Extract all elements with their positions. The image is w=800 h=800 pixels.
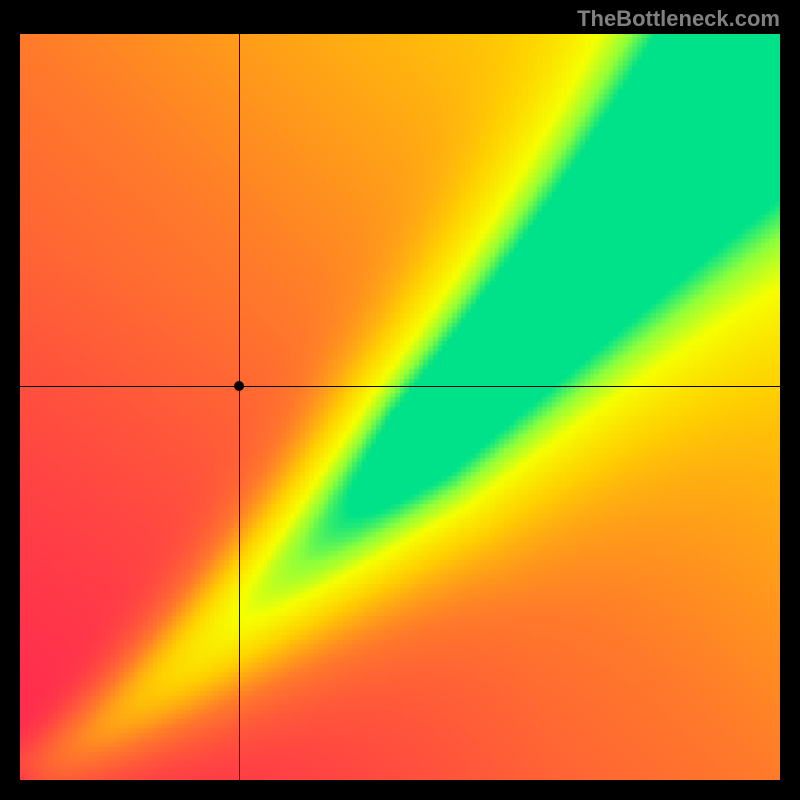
chart-container: TheBottleneck.com xyxy=(0,0,800,800)
marker-dot xyxy=(234,381,244,391)
heatmap-canvas xyxy=(20,34,780,780)
plot-area xyxy=(20,34,780,780)
watermark-text: TheBottleneck.com xyxy=(577,6,780,32)
crosshair-horizontal xyxy=(20,386,780,387)
crosshair-vertical xyxy=(239,34,240,780)
